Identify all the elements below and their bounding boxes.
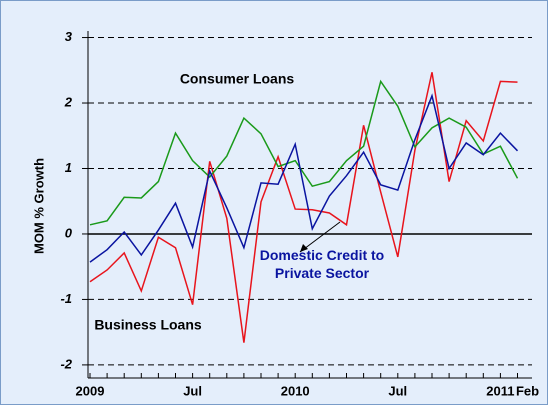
y-tick-label: 0 — [65, 225, 73, 240]
x-tick-label: 2009 — [76, 383, 105, 398]
x-tick-label: Jul — [183, 383, 202, 398]
series-line — [89, 79, 519, 226]
annotation-arrow — [299, 221, 341, 253]
series-label-box: Domestic Credit to Private Sector — [259, 247, 385, 281]
series-label: Business Loans — [94, 317, 202, 333]
x-tick-label: Jul — [388, 383, 407, 398]
series-line — [89, 93, 519, 263]
x-tick-label: 2010 — [281, 383, 310, 398]
y-tick-label: 2 — [64, 94, 73, 109]
y-tick-label: 3 — [65, 29, 73, 44]
y-tick-label: -2 — [60, 356, 72, 371]
x-tick-label: Feb — [516, 383, 539, 398]
arrow-head — [300, 244, 308, 252]
y-tick-label: -1 — [60, 291, 72, 306]
series-line — [89, 72, 518, 343]
y-axis-title: MOM % Growth — [31, 158, 46, 254]
x-tick-label: 2011 — [486, 383, 514, 398]
y-tick-label: 1 — [65, 160, 72, 175]
series-label: Consumer Loans — [180, 71, 295, 87]
series-label: Domestic Credit to Private Sector — [259, 247, 385, 281]
